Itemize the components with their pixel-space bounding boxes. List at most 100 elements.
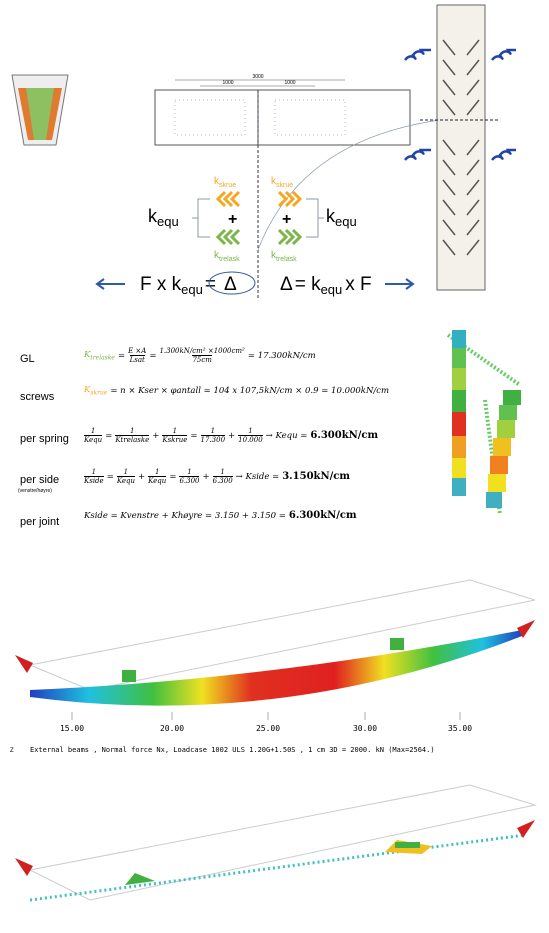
dim: 1000 [222, 80, 233, 86]
k-equ: kequ [148, 206, 179, 229]
x-label: 20.00 [160, 724, 184, 733]
k-equ: kequ [326, 206, 357, 229]
row-sublabel: (venstre/høyre) [18, 488, 52, 494]
numerator: 1 [155, 468, 159, 476]
denominator: Lsat [130, 355, 145, 364]
result: 3.150kN/cm [282, 471, 350, 482]
beam-plot-2 [15, 785, 535, 900]
column [405, 5, 516, 290]
formula-row: per side(venstre/høyre)1Kside=1Kequ+1Keq… [0, 466, 549, 506]
denominator: 6.300 [213, 476, 233, 485]
numerator: 1.300kN/cm² ×1000cm² [159, 347, 244, 355]
term: = n × Kser × φantall = 104 x 107,5kN/cm … [110, 386, 389, 396]
denominator: 75cm [192, 355, 211, 364]
cross-section [12, 75, 68, 145]
term: + [152, 431, 159, 441]
plus: + [282, 211, 291, 228]
term: = [169, 472, 176, 482]
term: = 17.300kN/cm [248, 351, 316, 361]
term: = [105, 431, 112, 441]
term: + [138, 472, 145, 482]
plus: + [228, 211, 237, 228]
numerator: E ×A [128, 347, 146, 355]
row-label: GL [20, 353, 35, 365]
symbol-sub: skrue [90, 390, 107, 397]
denominator: Kskrue [162, 435, 187, 444]
symbol-sub: trelaske [90, 354, 115, 361]
numerator: 1 [124, 468, 128, 476]
row-label: screws [20, 391, 54, 403]
dim: 3000 [252, 74, 263, 80]
axis-letter: Z [10, 748, 14, 754]
eq-left: F x kequ= [140, 274, 216, 297]
term: → Kequ = [266, 431, 308, 441]
row-label: per joint [20, 516, 59, 528]
numerator: 1 [211, 427, 215, 435]
denominator: 6.300 [179, 476, 199, 485]
fraction: 1Kskrue [162, 427, 187, 444]
result: 6.300kN/cm [310, 430, 378, 441]
formula-row: screws Kskrue= n × Kser × φantall = 104 x… [0, 383, 549, 423]
x-label: 35.00 [448, 724, 472, 733]
numerator: 1 [173, 427, 177, 435]
x-label: 30.00 [353, 724, 377, 733]
k: ktrelask [271, 250, 297, 263]
term: = [190, 431, 197, 441]
denominator: 10.000 [238, 435, 263, 444]
spring-diagram: kskrue kskrue + + ktrelask ktrelask kequ… [148, 176, 357, 263]
k: ktrelask [214, 250, 240, 263]
dim: 1000 [284, 80, 295, 86]
fraction: 1Ktrelaske [115, 427, 149, 444]
term: = [107, 472, 114, 482]
page: 3000 1000 1000 kskrue kskrue + + ktrelas… [0, 0, 549, 933]
elevation: 3000 1000 1000 [155, 74, 440, 300]
formula: Kskrue= n × Kser × φantall = 104 x 107,5… [84, 385, 389, 397]
term: = [118, 351, 125, 361]
numerator: 1 [187, 468, 191, 476]
denominator: Kside [84, 476, 104, 485]
k: kskrue [214, 176, 236, 189]
term: = [149, 351, 156, 361]
delta: Δ [224, 274, 237, 295]
result: 6.300kN/cm [289, 510, 357, 521]
k: kskrue [271, 176, 293, 189]
numerator: 1 [130, 427, 134, 435]
formula-row: per joint Kside = Kvenstre + Khøyre = 3.1… [0, 508, 549, 548]
denominator: 17.300 [201, 435, 226, 444]
x-label: 15.00 [60, 724, 84, 733]
denominator: Kequ [117, 476, 135, 485]
numerator: 1 [220, 468, 224, 476]
numerator: 1 [92, 468, 96, 476]
denominator: Kequ [84, 435, 102, 444]
numerator: 1 [248, 427, 252, 435]
term: → Kside = [236, 472, 280, 482]
symbol: Kskrue [84, 385, 107, 397]
formula: Kside = Kvenstre + Khøyre = 3.150 + 3.15… [84, 510, 357, 521]
caption: External beams , Normal force Nx, Loadca… [30, 746, 435, 754]
numerator: 1 [91, 427, 95, 435]
term: + [202, 472, 209, 482]
term: + [228, 431, 235, 441]
denominator: Ktrelaske [115, 435, 149, 444]
symbol: Ktrelaske [84, 350, 115, 362]
row-label: per side [20, 474, 59, 486]
denominator: Kequ [148, 476, 166, 485]
x-label: 25.00 [256, 724, 280, 733]
beam-plot: 15.00 20.00 25.00 30.00 35.00 Z External… [10, 580, 535, 754]
